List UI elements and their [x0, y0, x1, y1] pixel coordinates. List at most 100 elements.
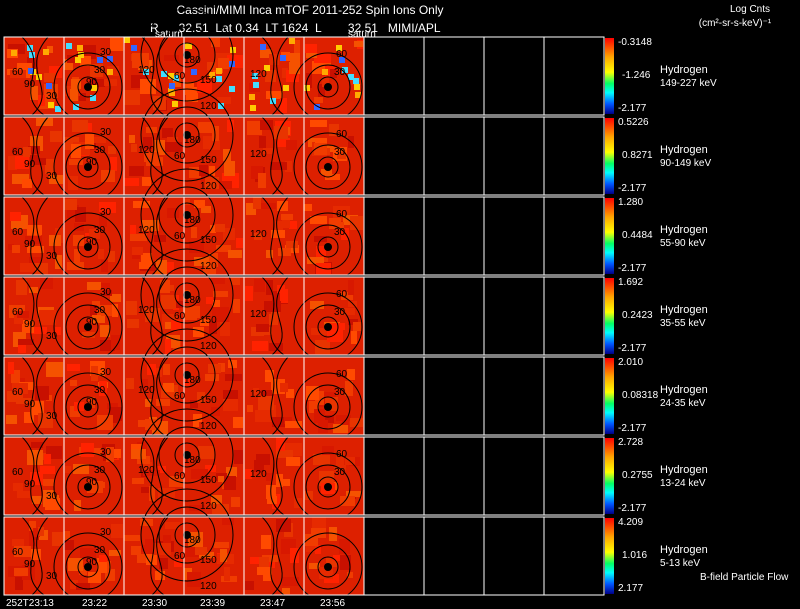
planet-marker — [84, 163, 92, 171]
heatmap-cell — [282, 68, 288, 78]
heatmap-cell — [169, 476, 183, 487]
heatmap-cell — [333, 424, 348, 433]
heatmap-cell — [55, 106, 61, 112]
contour-label: 60 — [174, 231, 186, 242]
heatmap-cell — [218, 103, 224, 109]
contour-line — [31, 36, 49, 116]
contour-label: 60 — [12, 467, 24, 478]
contour-line — [21, 196, 45, 276]
contour-line — [77, 316, 99, 338]
contour-label: 180 — [184, 135, 201, 146]
saturn-label-2: saturn — [348, 29, 376, 40]
heatmap-cell — [256, 454, 270, 465]
heatmap-cell — [107, 69, 113, 75]
heatmap-cell — [275, 221, 283, 234]
heatmap-cell — [156, 399, 170, 406]
heatmap-cell — [97, 558, 107, 573]
colorbar-mid: 0.2755 — [622, 470, 653, 481]
heatmap-cell — [99, 381, 107, 396]
contour-line — [158, 506, 216, 564]
heatmap-cell — [12, 539, 24, 546]
heatmap-cell — [250, 105, 256, 111]
heatmap-cell — [141, 545, 152, 552]
heatmap-cell — [339, 57, 345, 63]
heatmap-cell — [347, 369, 355, 380]
heatmap-cell — [286, 241, 298, 248]
heatmap-cell — [29, 257, 41, 263]
contour-label: 60 — [12, 147, 24, 158]
contour-line — [158, 106, 216, 164]
heatmap-cell — [259, 136, 266, 148]
colorbar — [605, 118, 614, 194]
contour-line — [77, 396, 99, 418]
colorbar — [605, 278, 614, 354]
heatmap-cell — [247, 121, 262, 135]
contour-label: 60 — [336, 369, 348, 380]
contour-line — [261, 356, 285, 436]
planet-marker — [183, 131, 191, 139]
heatmap-cell — [23, 147, 31, 157]
heatmap-cell — [47, 46, 53, 53]
contour-label: 120 — [250, 149, 267, 160]
heatmap-cell — [229, 86, 235, 92]
heatmap-cell — [45, 159, 55, 174]
heatmap-cell — [272, 417, 287, 427]
heatmap-cell — [101, 260, 108, 272]
heatmap-cell — [285, 245, 299, 253]
heatmap-cell — [34, 263, 48, 274]
heatmap-cell — [127, 319, 139, 328]
contour-label: 90 — [24, 159, 36, 170]
heatmap-cell — [99, 555, 107, 562]
species-label: Hydrogen — [660, 64, 708, 76]
contour-line — [317, 76, 339, 98]
heatmap-cell — [105, 569, 115, 581]
heatmap-cell — [314, 236, 327, 242]
contour-line — [174, 122, 200, 148]
contour-line — [317, 316, 339, 338]
heatmap-cell — [282, 577, 299, 586]
heatmap-cell — [46, 362, 63, 377]
heatmap-cell — [88, 397, 95, 408]
contour-label: 90 — [24, 79, 36, 90]
contour-line — [31, 436, 49, 516]
heatmap-cell — [193, 414, 202, 422]
heatmap-cell — [212, 307, 229, 322]
heatmap-cell — [310, 301, 324, 309]
contour-line — [271, 516, 289, 596]
colorbar-min: 2.177 — [618, 583, 644, 594]
contour-label: 30 — [334, 307, 346, 318]
heatmap-cell — [15, 156, 29, 169]
heatmap-cell — [93, 137, 106, 143]
heatmap-cell — [185, 82, 194, 95]
heatmap-cell — [129, 135, 135, 143]
saturn-label-1: saturn — [155, 29, 183, 40]
heatmap-cell — [289, 38, 295, 44]
heatmap-cell — [220, 322, 230, 336]
contour-line — [65, 384, 111, 430]
heatmap-cell — [107, 56, 113, 62]
contour-label: 30 — [100, 207, 112, 218]
heatmap-cell — [234, 450, 243, 464]
contour-label: 150 — [200, 475, 217, 486]
heatmap-cell — [16, 398, 33, 404]
contour-label: 90 — [24, 479, 36, 490]
heatmap-cell — [168, 88, 174, 94]
heatmap-cell — [211, 277, 225, 284]
heatmap-cell — [310, 216, 327, 224]
contour-label: 180 — [184, 215, 201, 226]
heatmap-cell — [124, 90, 140, 105]
heatmap-cell — [100, 340, 115, 351]
colorbar-max: 1.692 — [618, 277, 644, 288]
energy-label: 55-90 keV — [660, 238, 706, 249]
heatmap-cell — [33, 528, 40, 537]
heatmap-cell — [340, 496, 355, 506]
contour-label: 120 — [138, 65, 155, 76]
heatmap-cell — [289, 62, 300, 74]
contour-line — [31, 356, 49, 436]
heatmap-cell — [200, 319, 210, 326]
heatmap-cell — [168, 285, 174, 291]
panel-frame — [3, 356, 605, 436]
heatmap-cell — [199, 165, 208, 176]
heatmap-cell — [336, 45, 342, 51]
planet-marker — [324, 163, 332, 171]
